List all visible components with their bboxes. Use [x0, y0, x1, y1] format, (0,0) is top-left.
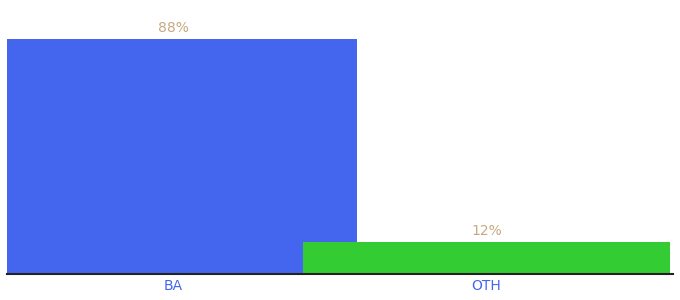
Text: 88%: 88% [158, 21, 189, 35]
Bar [0, 39, 356, 274]
Text: 12%: 12% [471, 224, 502, 238]
Bar [303, 242, 670, 274]
